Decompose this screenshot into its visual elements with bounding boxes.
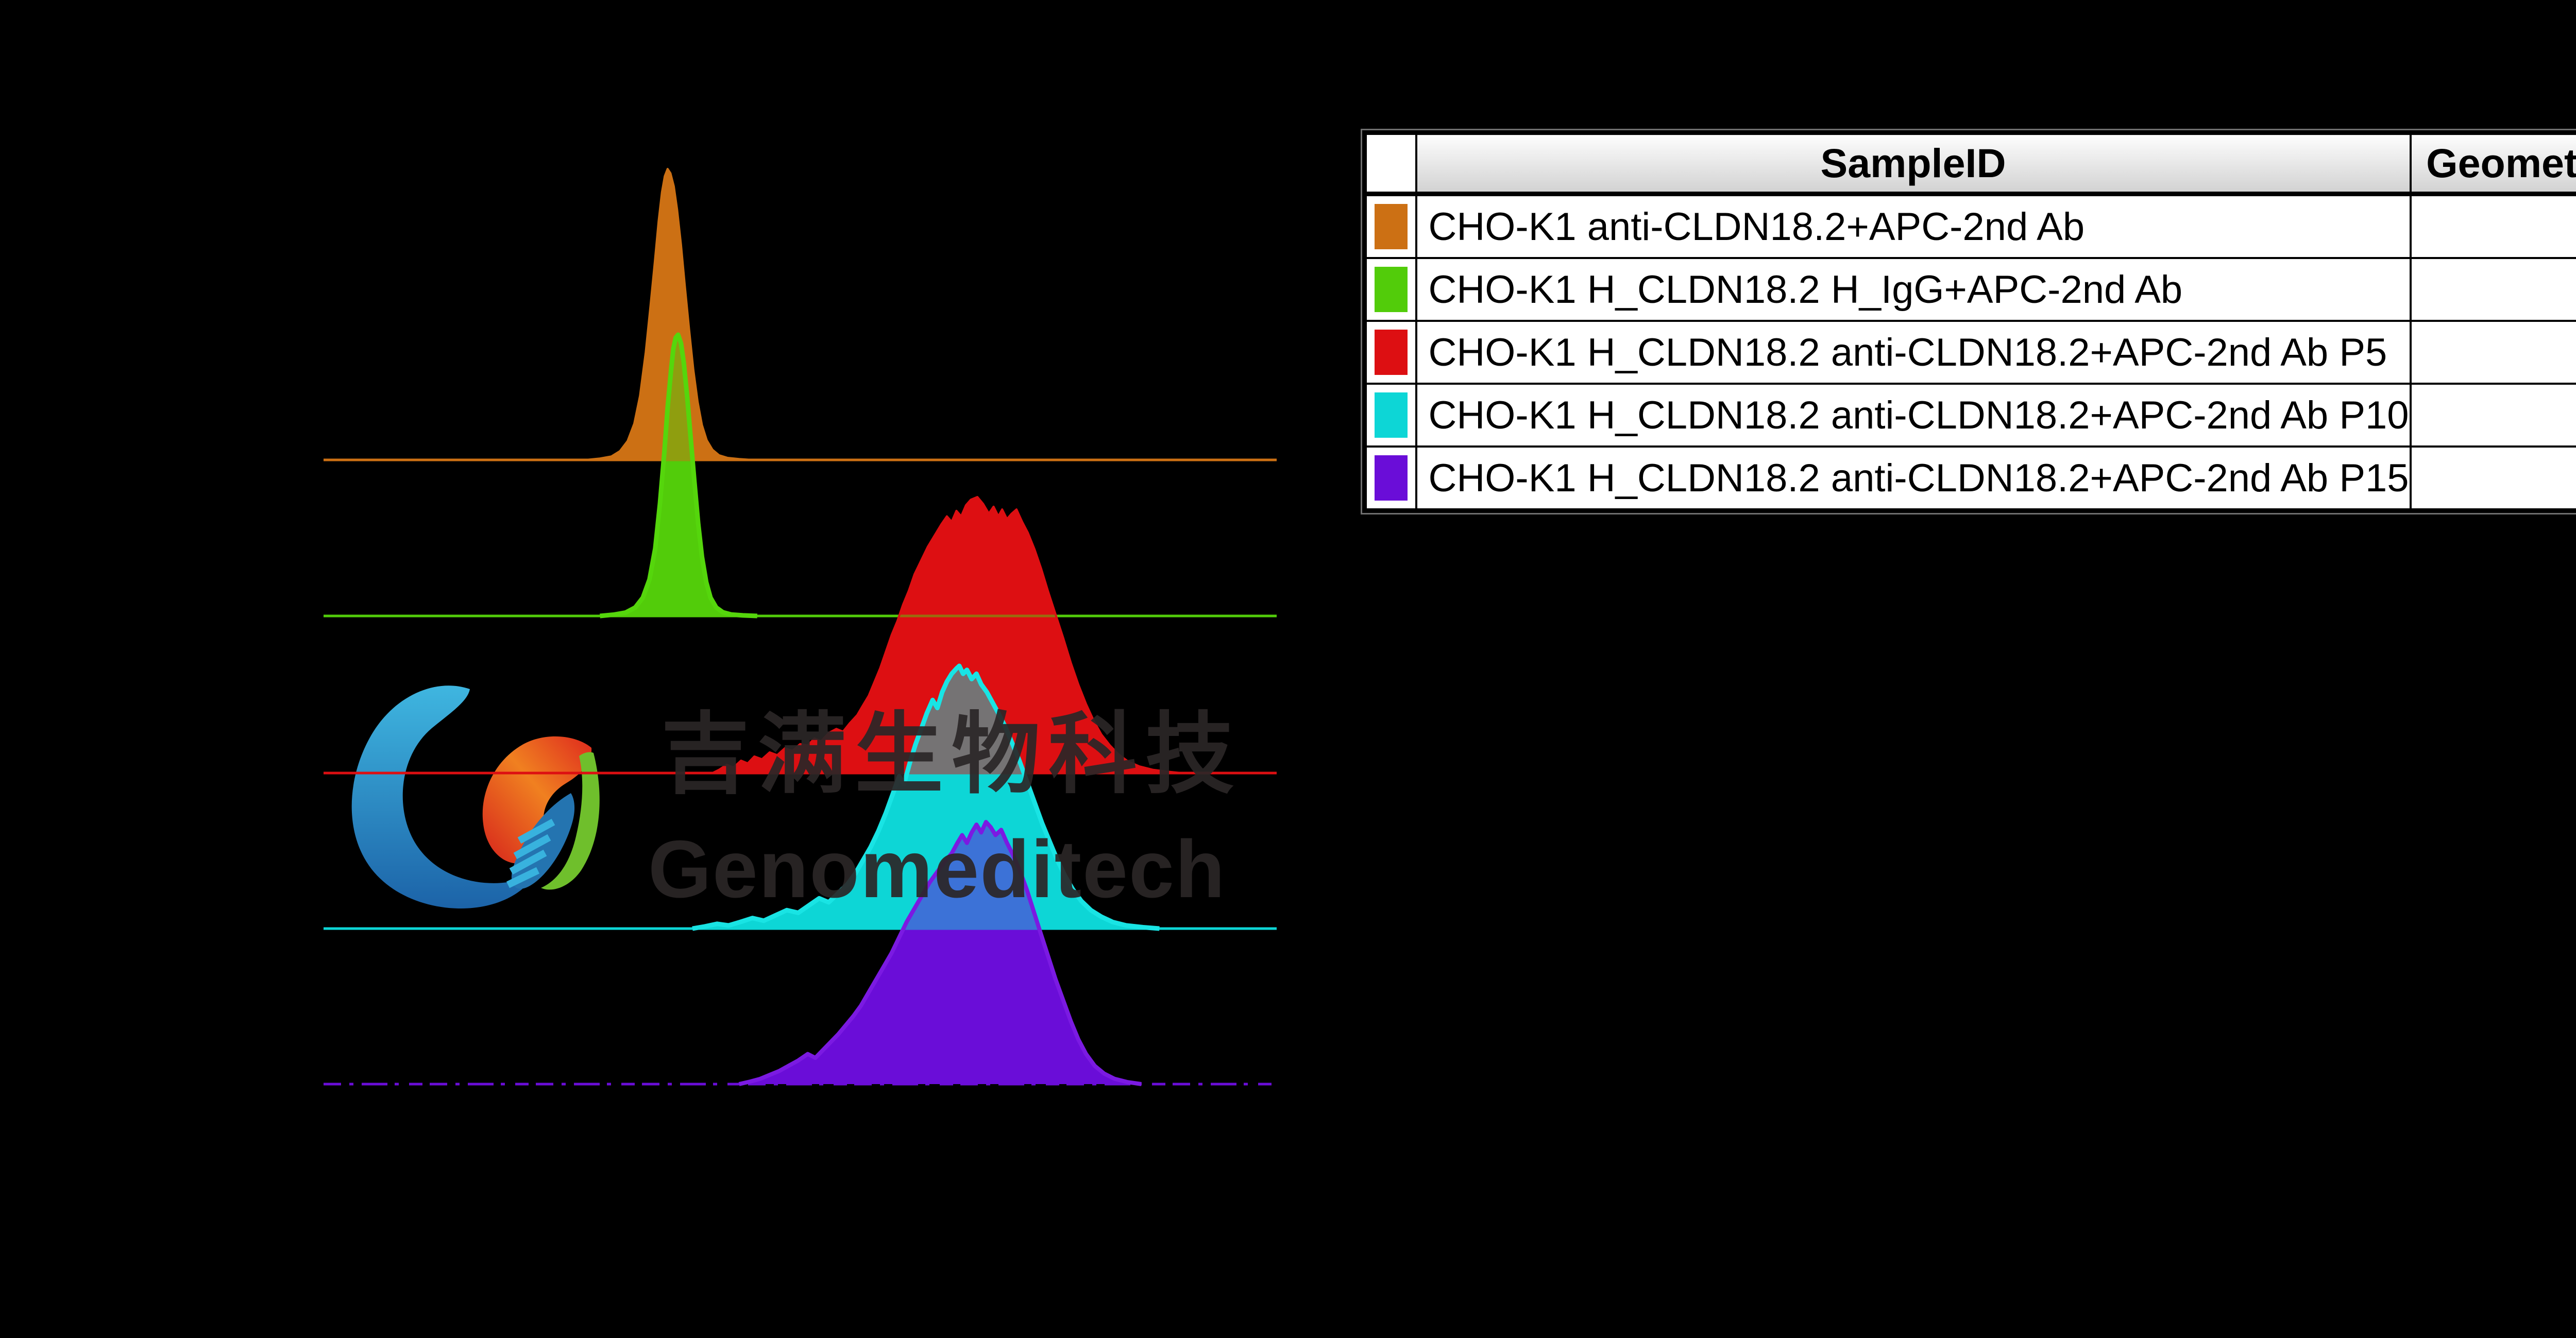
histogram-outline-purple	[738, 820, 1142, 1086]
sample-id-cell: CHO-K1 anti-CLDN18.2+APC-2nd Ab	[1415, 193, 2412, 259]
histogram-outline-green	[600, 332, 757, 619]
logo-green-vine	[541, 752, 600, 890]
sample-table-body: CHO-K1 anti-CLDN18.2+APC-2nd Ab775CHO-K1…	[1363, 193, 2576, 512]
histogram-red	[712, 497, 1181, 773]
genomeditech-logo	[351, 685, 600, 909]
geometric-mean-cell: 276921	[2409, 445, 2576, 512]
table-row: CHO-K1 H_CLDN18.2 anti-CLDN18.2+APC-2nd …	[1363, 383, 2576, 448]
table-row: CHO-K1 H_CLDN18.2 H_IgG+APC-2nd Ab889	[1363, 257, 2576, 322]
geometric-mean-cell: 889	[2409, 257, 2576, 322]
histograms-layer	[324, 168, 1277, 1086]
watermark: 吉满生物科技 Genomeditech	[648, 705, 1242, 915]
histogram-purple	[739, 822, 1142, 1084]
sample-id-cell: CHO-K1 H_CLDN18.2 anti-CLDN18.2+APC-2nd …	[1415, 320, 2412, 385]
watermark-latin-text: Genomeditech	[648, 824, 1226, 915]
table-row: CHO-K1 H_CLDN18.2 anti-CLDN18.2+APC-2nd …	[1363, 445, 2576, 512]
geometric-mean-cell: 314681	[2409, 320, 2576, 385]
sample-id-cell: CHO-K1 H_CLDN18.2 H_IgG+APC-2nd Ab	[1415, 257, 2412, 322]
geometric-mean-cell: 775	[2409, 193, 2576, 259]
swatch-cell	[1363, 383, 1417, 448]
histogram-green	[600, 335, 757, 616]
histogram-cyan	[692, 666, 1160, 929]
histogram-outline-red	[711, 496, 1182, 774]
series-color-swatch	[1374, 267, 1408, 312]
sample-id-cell: CHO-K1 H_CLDN18.2 anti-CLDN18.2+APC-2nd …	[1415, 445, 2412, 512]
series-color-swatch	[1374, 455, 1408, 501]
series-color-swatch	[1374, 392, 1408, 438]
watermark-cjk-text: 吉满生物科技	[661, 705, 1242, 804]
table-row: CHO-K1 anti-CLDN18.2+APC-2nd Ab775	[1363, 193, 2576, 259]
table-row: CHO-K1 H_CLDN18.2 anti-CLDN18.2+APC-2nd …	[1363, 320, 2576, 385]
logo-blue-swirl	[351, 685, 532, 909]
series-color-swatch	[1374, 204, 1408, 249]
histogram-orange	[585, 169, 753, 460]
logo-red-drop	[482, 736, 592, 864]
histogram-outline-cyan	[692, 663, 1160, 931]
geometric-mean-cell: 200036	[2409, 383, 2576, 448]
sample-id-cell: CHO-K1 H_CLDN18.2 anti-CLDN18.2+APC-2nd …	[1415, 383, 2412, 448]
sample-id-column-header: SampleID	[1415, 131, 2412, 196]
table-header-row: SampleID Geometric Mean : FL11-H	[1363, 131, 2576, 196]
logo-dna-rungs	[506, 818, 555, 888]
swatch-cell	[1363, 445, 1417, 512]
series-color-swatch	[1374, 330, 1408, 375]
swatch-column-header	[1363, 131, 1417, 196]
swatch-cell	[1363, 257, 1417, 322]
statistics-table: SampleID Geometric Mean : FL11-H CHO-K1 …	[1362, 130, 2576, 513]
histogram-outline-orange	[585, 168, 753, 461]
swatch-cell	[1363, 320, 1417, 385]
swatch-cell	[1363, 193, 1417, 259]
geometric-mean-column-header: Geometric Mean : FL11-H	[2409, 131, 2576, 196]
